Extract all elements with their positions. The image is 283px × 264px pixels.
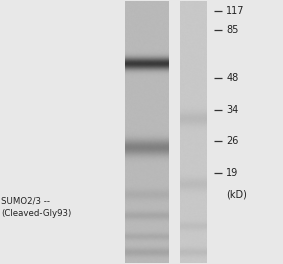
Text: (Cleaved-Gly93): (Cleaved-Gly93) — [1, 209, 72, 218]
Text: SUMO2/3 --: SUMO2/3 -- — [1, 196, 50, 205]
Text: 48: 48 — [226, 73, 239, 83]
Text: 85: 85 — [226, 25, 239, 35]
Text: 34: 34 — [226, 105, 239, 115]
Text: (kD): (kD) — [226, 189, 247, 199]
Text: 117: 117 — [226, 6, 245, 16]
Text: 26: 26 — [226, 136, 239, 146]
Text: 19: 19 — [226, 168, 239, 178]
